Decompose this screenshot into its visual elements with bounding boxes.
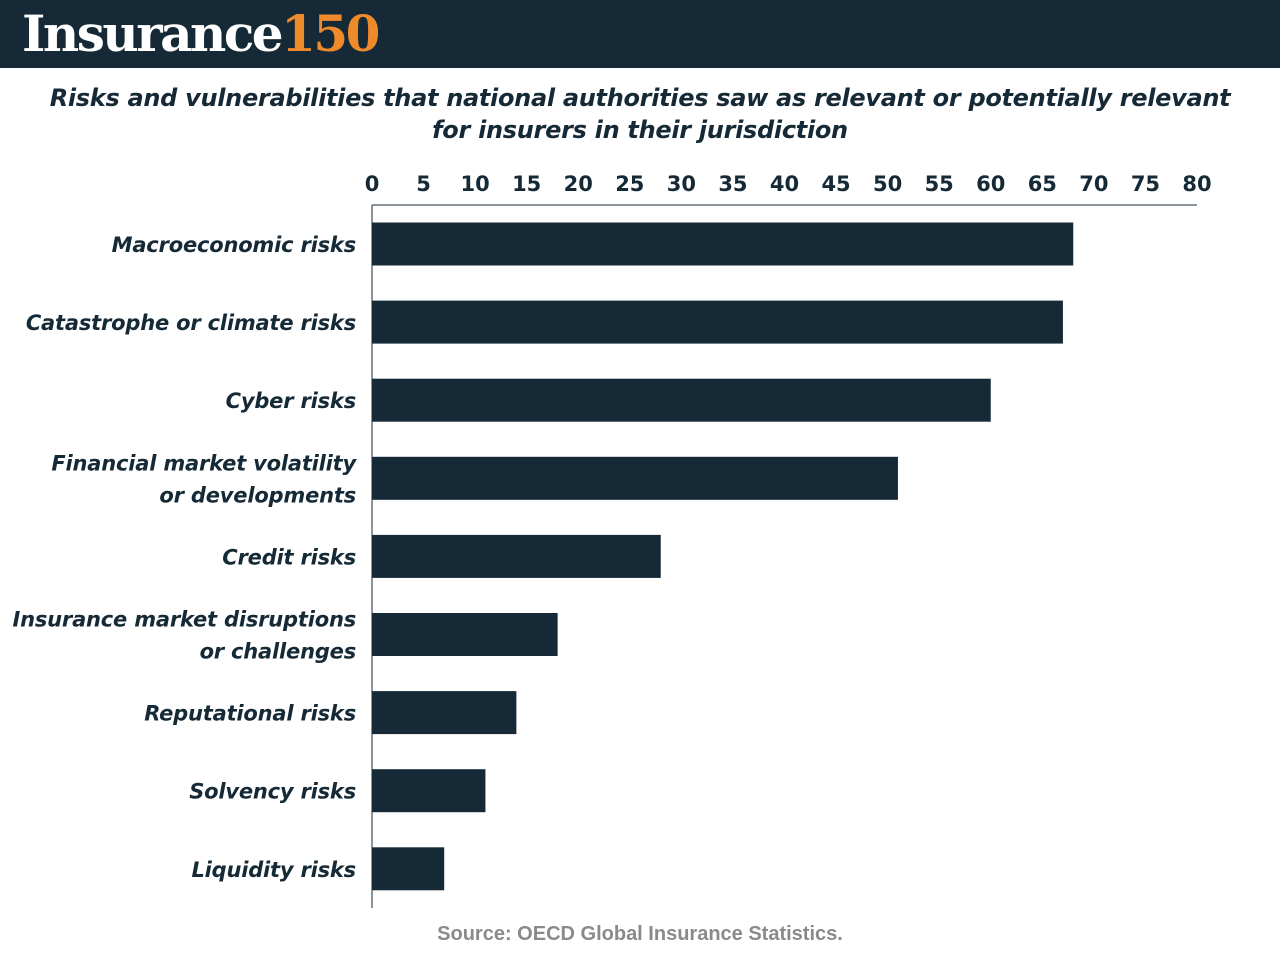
category-label: Cyber risks [226,389,356,413]
x-tick-label: 15 [512,172,541,196]
header-band: Insurance150 [0,0,1280,68]
x-tick-label: 45 [821,172,850,196]
source-note: Source: OECD Global Insurance Statistics… [437,923,843,945]
category-label: Catastrophe or climate risks [26,311,356,335]
category-label: or challenges [200,640,356,664]
logo-word: Insurance [22,4,284,63]
category-label: Reputational risks [144,702,356,726]
category-label: Financial market volatility [51,451,357,475]
bar [372,534,661,578]
x-tick-label: 30 [667,172,696,196]
brand-logo: Insurance150 [22,0,380,68]
category-label: Insurance market disruptions [13,608,357,632]
x-tick-label: 25 [615,172,644,196]
x-tick-label: 35 [718,172,747,196]
bar [372,378,991,422]
x-tick-label: 65 [1028,172,1057,196]
x-tick-label: 75 [1131,172,1160,196]
x-tick-label: 10 [461,172,490,196]
category-label: Credit risks [222,545,356,569]
x-tick-label: 50 [873,172,902,196]
bar [372,691,517,735]
x-tick-label: 60 [976,172,1005,196]
x-tick-label: 0 [365,172,380,196]
x-tick-label: 55 [925,172,954,196]
category-label: Macroeconomic risks [112,233,356,257]
bar [372,769,486,813]
bar [372,300,1063,344]
x-tick-label: 80 [1182,172,1211,196]
bar [372,222,1074,266]
category-label: Liquidity risks [191,858,356,882]
bar [372,847,445,891]
category-label: or developments [159,483,356,507]
x-tick-label: 40 [770,172,799,196]
category-label: Solvency risks [189,780,356,804]
x-tick-label: 70 [1079,172,1108,196]
x-tick-label: 5 [416,172,431,196]
logo-number: 150 [281,4,380,63]
chart-title: Risks and vulnerabilities that national … [49,84,1231,144]
bar [372,456,898,500]
x-tick-label: 20 [564,172,593,196]
bar [372,613,558,656]
